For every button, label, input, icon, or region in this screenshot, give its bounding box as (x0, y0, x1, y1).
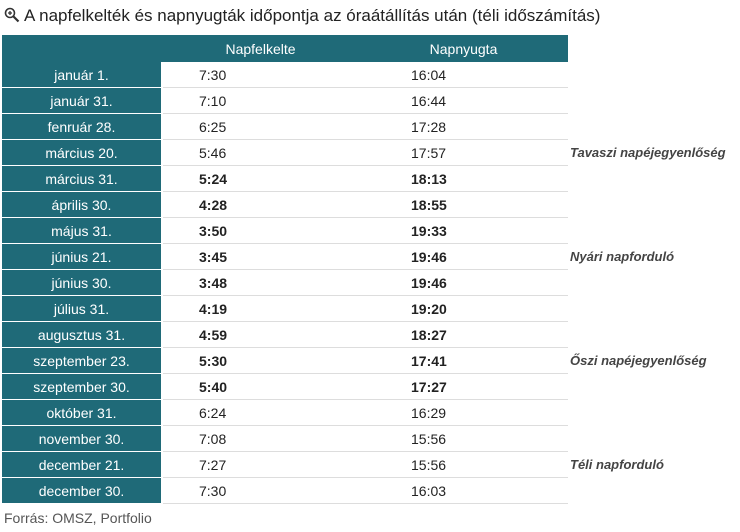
sunset-cell: 17:57 (359, 139, 568, 166)
date-cell: december 30. (2, 477, 163, 504)
event-note: Nyári napforduló (570, 249, 675, 264)
sunset-cell: 16:03 (359, 477, 568, 504)
sunrise-cell: 5:40 (162, 373, 359, 400)
sunset-cell: 15:56 (359, 451, 568, 478)
sunset-cell: 18:27 (359, 321, 568, 348)
event-note: Téli napforduló (570, 457, 664, 472)
sunset-cell: 19:46 (359, 269, 568, 296)
sunrise-cell: 6:24 (162, 399, 359, 426)
table-row: fenruár 28. 6:25 17:28 (2, 113, 568, 140)
header-sunrise: Napfelkelte (162, 35, 359, 62)
zoom-in-icon[interactable] (4, 6, 24, 25)
table-row: március 31. 5:24 18:13 (2, 165, 568, 192)
sunset-cell: 19:33 (359, 217, 568, 244)
date-cell: március 31. (2, 165, 163, 192)
table-row: május 31. 3:50 19:33 (2, 217, 568, 244)
date-cell: szeptember 23. (2, 347, 163, 374)
date-cell: január 1. (2, 62, 163, 88)
header-label (2, 35, 162, 62)
table-row: június 30. 3:48 19:46 (2, 269, 568, 296)
table-row: december 21. 7:27 15:56 (2, 451, 568, 478)
sunrise-cell: 3:45 (162, 243, 359, 270)
sunrise-cell: 4:28 (162, 191, 359, 218)
date-cell: szeptember 30. (2, 373, 163, 400)
sunrise-cell: 7:10 (162, 87, 359, 114)
sunrise-cell: 7:08 (162, 425, 359, 452)
sunrise-cell: 7:30 (162, 62, 359, 88)
date-cell: augusztus 31. (2, 321, 163, 348)
sunrise-cell: 4:19 (162, 295, 359, 322)
date-cell: október 31. (2, 399, 163, 426)
sunrise-cell: 3:50 (162, 217, 359, 244)
event-note: Tavaszi napéjegyenlőség (570, 145, 726, 160)
header-sunset: Napnyugta (359, 35, 568, 62)
sunrise-cell: 5:46 (162, 139, 359, 166)
date-cell: január 31. (2, 87, 163, 114)
table-row: szeptember 30. 5:40 17:27 (2, 373, 568, 400)
sunset-cell: 16:04 (359, 62, 568, 88)
sunset-cell: 19:20 (359, 295, 568, 322)
sunrise-cell: 5:30 (162, 347, 359, 374)
date-cell: május 31. (2, 217, 163, 244)
event-note: Őszi napéjegyenlőség (570, 353, 707, 368)
date-cell: március 20. (2, 139, 163, 166)
sunrise-cell: 5:24 (162, 165, 359, 192)
sunset-cell: 17:41 (359, 347, 568, 374)
table-row: január 1. 7:30 16:04 (2, 62, 568, 88)
date-cell: április 30. (2, 191, 163, 218)
sunset-cell: 18:55 (359, 191, 568, 218)
sunset-cell: 18:13 (359, 165, 568, 192)
date-cell: június 21. (2, 243, 163, 270)
table-row: december 30. 7:30 16:03 (2, 477, 568, 504)
table-row: március 20. 5:46 17:57 (2, 139, 568, 166)
sunset-cell: 16:29 (359, 399, 568, 426)
table-header: Napfelkelte Napnyugta (2, 35, 568, 62)
sunset-cell: 15:56 (359, 425, 568, 452)
table-row: szeptember 23. 5:30 17:41 (2, 347, 568, 374)
source-note: Forrás: OMSZ, Portfolio (4, 510, 152, 526)
sunrise-cell: 6:25 (162, 113, 359, 140)
sunset-cell: 16:44 (359, 87, 568, 114)
sun-times-table: Napfelkelte Napnyugta január 1. 7:30 16:04… (2, 35, 568, 504)
sunrise-cell: 7:27 (162, 451, 359, 478)
table-row: augusztus 31. 4:59 18:27 (2, 321, 568, 348)
sunrise-cell: 4:59 (162, 321, 359, 348)
sunset-cell: 19:46 (359, 243, 568, 270)
title-text: A napfelkelték és napnyugták időpontja a… (24, 6, 601, 25)
date-cell: november 30. (2, 425, 163, 452)
date-cell: fenruár 28. (2, 113, 163, 140)
table-row: január 31. 7:10 16:44 (2, 87, 568, 114)
sunset-cell: 17:27 (359, 373, 568, 400)
table-row: április 30. 4:28 18:55 (2, 191, 568, 218)
date-cell: július 31. (2, 295, 163, 322)
sunrise-cell: 3:48 (162, 269, 359, 296)
table-row: július 31. 4:19 19:20 (2, 295, 568, 322)
page-title: A napfelkelték és napnyugták időpontja a… (4, 6, 600, 26)
table-row: november 30. 7:08 15:56 (2, 425, 568, 452)
sunset-cell: 17:28 (359, 113, 568, 140)
sunrise-cell: 7:30 (162, 477, 359, 504)
date-cell: december 21. (2, 451, 163, 478)
table-row: október 31. 6:24 16:29 (2, 399, 568, 426)
date-cell: június 30. (2, 269, 163, 296)
table-row: június 21. 3:45 19:46 (2, 243, 568, 270)
